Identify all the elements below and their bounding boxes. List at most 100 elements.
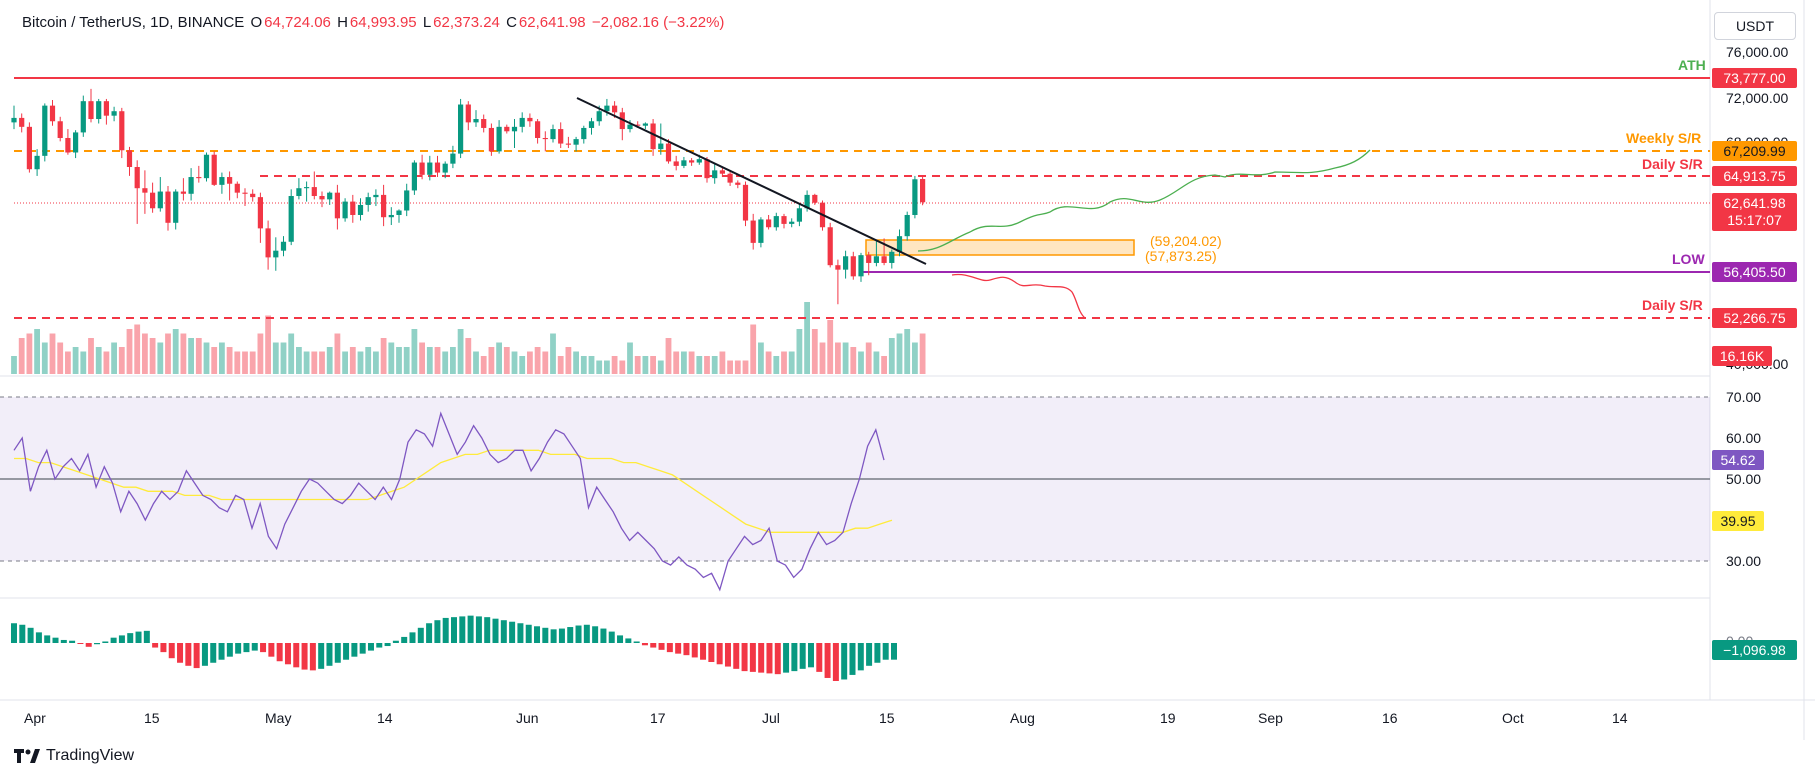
volume-bar xyxy=(750,324,757,374)
candle-body xyxy=(481,119,487,128)
high-value: 64,993.95 xyxy=(349,14,417,31)
volume-bar xyxy=(296,347,302,374)
macd-bar xyxy=(392,640,399,643)
volume-bar xyxy=(804,302,810,374)
time-axis-label: Sep xyxy=(1258,710,1283,726)
volume-bar xyxy=(349,347,356,374)
volume-bar xyxy=(49,333,56,374)
macd-bar xyxy=(451,617,457,643)
rsi-axis-label: 60.00 xyxy=(1726,430,1762,446)
candle-body xyxy=(573,139,579,145)
candle-body xyxy=(150,192,156,209)
low-badge: 56,405.50 xyxy=(1712,262,1797,282)
candle-body xyxy=(665,143,672,162)
time-axis-label: Jul xyxy=(762,710,780,726)
volume-bar xyxy=(57,342,64,374)
candle-body xyxy=(142,188,148,193)
candle-body xyxy=(889,251,895,263)
candle-body xyxy=(211,154,217,185)
macd-bar xyxy=(276,643,283,662)
volume-bar xyxy=(611,356,618,374)
macd-bar xyxy=(409,632,416,643)
macd-bar xyxy=(824,643,831,678)
bearish-projection xyxy=(951,273,1086,319)
volume-bar xyxy=(134,324,141,374)
fvg-zone xyxy=(865,239,1135,256)
macd-bar xyxy=(724,643,731,667)
macd-bar xyxy=(77,643,84,644)
symbol-title[interactable]: Bitcoin / TetherUS, 1D, BINANCE xyxy=(22,14,245,31)
candle-body xyxy=(604,105,610,112)
volume-bars xyxy=(11,302,926,374)
price-axis-label: 72,000.00 xyxy=(1726,90,1789,106)
candle-body xyxy=(727,173,733,183)
macd-bar xyxy=(691,643,698,658)
volume-bar xyxy=(149,338,156,374)
candle-body xyxy=(257,197,263,229)
rsi-line xyxy=(13,411,885,592)
tradingview-brand[interactable]: TradingView xyxy=(14,747,134,765)
volume-bar xyxy=(249,351,256,374)
candle-body xyxy=(565,143,571,145)
macd-bar xyxy=(492,618,499,643)
countdown-value: 15:17:07 xyxy=(1727,212,1782,228)
volume-bar xyxy=(850,347,857,374)
volume-bar xyxy=(265,315,271,374)
candle-body xyxy=(558,129,564,144)
candle-body xyxy=(11,117,17,123)
volume-bar xyxy=(811,329,818,374)
macd-bar xyxy=(309,643,316,671)
macd-bar xyxy=(716,643,723,665)
candle-body xyxy=(681,160,687,166)
macd-bar xyxy=(11,623,17,643)
close-label: C xyxy=(506,14,517,31)
volume-bar xyxy=(727,360,733,374)
volume-bar xyxy=(388,342,395,374)
macd-bar xyxy=(177,643,184,663)
candle-body xyxy=(80,101,86,133)
macd-bar xyxy=(334,643,341,663)
candles xyxy=(11,88,926,305)
volume-bar xyxy=(280,342,287,374)
candle-body xyxy=(550,129,556,140)
macd-bar xyxy=(733,643,740,669)
volume-bar xyxy=(80,351,87,374)
volume-bar xyxy=(719,351,726,374)
macd-bar xyxy=(27,627,34,643)
macd-bar xyxy=(575,625,582,643)
volume-bar xyxy=(873,351,880,374)
candle-body xyxy=(650,123,656,150)
candle-body xyxy=(804,194,810,209)
candle-body xyxy=(381,194,387,218)
candle-body xyxy=(704,159,710,179)
macd-bar xyxy=(210,643,217,663)
macd-bar xyxy=(326,643,333,666)
candle-body xyxy=(635,124,641,126)
volume-bar xyxy=(18,338,25,374)
weekly-sr-tag: Weekly S/R xyxy=(1626,130,1702,146)
macd-bar xyxy=(625,638,632,643)
candle-body xyxy=(180,191,186,194)
volume-bar xyxy=(542,351,549,374)
volume-bar xyxy=(411,329,418,374)
candle-body xyxy=(750,220,756,243)
macd-bar xyxy=(118,635,125,643)
candle-body xyxy=(19,117,25,127)
close-value: 62,641.98 xyxy=(518,14,586,31)
macd-bar xyxy=(135,631,142,643)
candle-body xyxy=(627,124,633,130)
volume-bar xyxy=(257,333,264,374)
candle-body xyxy=(357,204,364,215)
macd-bar xyxy=(783,643,790,673)
macd-bar xyxy=(218,643,225,660)
price-axis-label: 76,000.00 xyxy=(1726,44,1789,60)
candle-body xyxy=(843,256,849,270)
macd-bar xyxy=(774,643,781,675)
macd-bar xyxy=(459,616,466,643)
volume-bar xyxy=(565,347,572,374)
currency-button[interactable]: USDT xyxy=(1714,12,1796,40)
volume-bar xyxy=(426,347,433,374)
candle-body xyxy=(696,159,702,163)
volume-bar xyxy=(765,351,772,374)
